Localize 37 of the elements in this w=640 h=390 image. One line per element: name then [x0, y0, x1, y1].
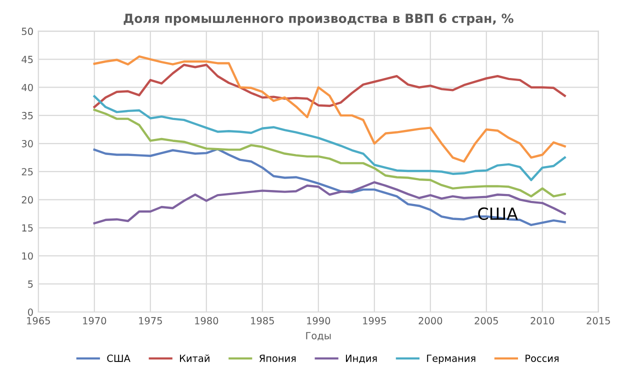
y-tick-label: 30: [22, 140, 33, 148]
line-series: [93, 95, 566, 182]
legend-label: Япония: [259, 354, 296, 362]
x-axis-title: Годы: [306, 332, 331, 341]
y-tick-label: 35: [22, 112, 33, 120]
y-tick-label: 15: [22, 224, 33, 232]
legend-label: Китай: [180, 354, 210, 362]
y-tick-label: 10: [22, 252, 33, 260]
y-tick-label: 5: [28, 280, 33, 288]
x-tick-label: 1990: [307, 317, 330, 324]
line-series: [93, 148, 566, 226]
x-tick-label: 1985: [251, 317, 274, 324]
legend-label: Германия: [427, 354, 476, 364]
x-tick-label: 1995: [363, 317, 386, 324]
x-tick-label: 1975: [139, 317, 162, 324]
legend-label: Россия: [526, 354, 559, 362]
line-series: [93, 108, 566, 198]
legend-label: Индия: [346, 354, 377, 364]
x-tick-label: 2000: [418, 317, 442, 324]
line-series: [93, 64, 566, 108]
annotation: США: [478, 207, 518, 220]
x-tick-label: 2010: [530, 317, 554, 324]
x-tick-label: 2015: [586, 317, 610, 324]
x-tick-label: 1980: [195, 317, 218, 324]
legend-label: США: [107, 354, 130, 362]
y-tick-label: 40: [22, 84, 33, 92]
line-series: [93, 55, 566, 163]
y-tick-label: 25: [22, 168, 33, 176]
y-tick-label: 20: [22, 196, 33, 204]
y-tick-label: 50: [22, 28, 33, 36]
x-tick-label: 1970: [83, 317, 106, 324]
x-tick-label: 1965: [27, 317, 50, 324]
y-tick-label: 45: [22, 56, 33, 64]
chart-title: Доля промышленного производства в ВВП 6 стран, %: [124, 14, 514, 26]
line-series: [93, 181, 566, 224]
x-tick-label: 2005: [474, 317, 498, 324]
y-tick-label: 0: [28, 308, 33, 316]
